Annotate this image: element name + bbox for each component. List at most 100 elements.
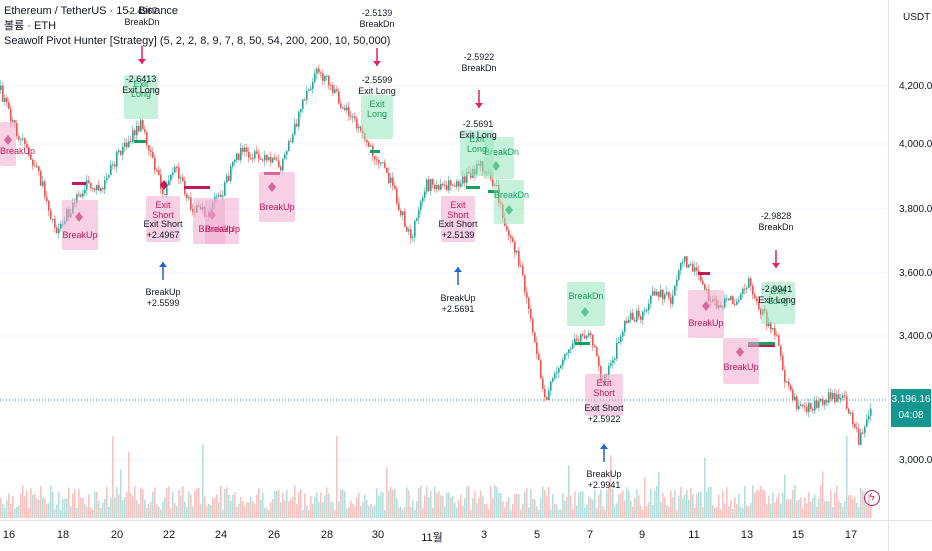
volume-bar bbox=[222, 509, 224, 518]
volume-bar bbox=[194, 491, 196, 518]
candle-body bbox=[290, 141, 292, 143]
pivot-level-line bbox=[575, 342, 590, 345]
price-tick: 3,600.00 bbox=[899, 268, 932, 279]
volume-bar bbox=[518, 494, 520, 518]
volume-bar bbox=[406, 487, 408, 518]
time-tick: 15 bbox=[791, 529, 805, 541]
strategy-legend[interactable]: Seawolf Pivot Hunter [Strategy] (5, 2, 2… bbox=[4, 35, 391, 47]
volume-bar bbox=[572, 509, 574, 518]
volume-bar bbox=[366, 499, 368, 518]
volume-bar bbox=[640, 505, 642, 518]
volume-bar bbox=[864, 500, 866, 518]
signal-label: BreakDn bbox=[494, 190, 530, 200]
signal-label: Exit Long bbox=[366, 99, 388, 119]
candle-body bbox=[84, 189, 86, 194]
volume-bar bbox=[30, 487, 32, 518]
candle-body bbox=[622, 331, 624, 337]
candle-body bbox=[406, 227, 408, 232]
candle-body bbox=[574, 338, 576, 344]
annotation-note: Exit Short +2.4967 bbox=[143, 219, 183, 240]
volume-bar bbox=[870, 506, 872, 518]
volume-bar bbox=[358, 492, 360, 518]
price-scale[interactable]: USDT 4,200.00 4,000.00 3,800.00 3,600.00… bbox=[888, 0, 932, 520]
volume-bar bbox=[254, 503, 256, 518]
candle-body bbox=[660, 289, 662, 297]
volume-bar bbox=[330, 501, 332, 518]
candle-body bbox=[310, 88, 312, 90]
volume-bar bbox=[858, 507, 860, 518]
volume-bar bbox=[544, 489, 546, 518]
candle-body bbox=[222, 195, 224, 197]
volume-legend[interactable]: 볼륨 · ETH bbox=[4, 20, 57, 32]
pivot-level-line bbox=[698, 272, 710, 275]
candle-body bbox=[450, 180, 452, 186]
candle-body bbox=[350, 115, 352, 117]
candle-body bbox=[860, 432, 862, 445]
volume-bar bbox=[612, 488, 614, 518]
candle-body bbox=[734, 304, 736, 306]
candle-body bbox=[658, 291, 660, 297]
volume-bar bbox=[488, 509, 490, 518]
candle-body bbox=[120, 150, 122, 155]
candle-body bbox=[232, 161, 234, 167]
volume-bar bbox=[332, 502, 334, 518]
volume-bar bbox=[634, 497, 636, 518]
candle-body bbox=[742, 288, 744, 295]
volume-bar bbox=[46, 504, 48, 518]
candle-body bbox=[796, 396, 798, 409]
time-scale[interactable]: 16 18 20 22 24 26 28 30 11월 3 5 7 9 11 1… bbox=[0, 520, 888, 551]
candle-body bbox=[512, 238, 514, 242]
volume-bar bbox=[110, 497, 112, 518]
volume-bar bbox=[436, 493, 438, 518]
volume-bar bbox=[576, 505, 578, 518]
volume-bar bbox=[768, 495, 770, 518]
volume-bar bbox=[522, 503, 524, 518]
candle-body bbox=[40, 171, 42, 186]
volume-bar bbox=[764, 490, 766, 518]
volume-bar bbox=[792, 489, 794, 518]
lightning-icon[interactable]: ϟ bbox=[864, 490, 880, 506]
volume-bar bbox=[190, 494, 192, 518]
volume-bar bbox=[730, 500, 732, 518]
volume-bar bbox=[380, 491, 382, 518]
candle-body bbox=[324, 75, 326, 81]
candle-body bbox=[236, 153, 238, 160]
volume-bar bbox=[662, 492, 664, 518]
pivot-level-line bbox=[72, 182, 86, 185]
candle-body bbox=[136, 125, 138, 136]
volume-bar bbox=[64, 498, 66, 518]
volume-bar bbox=[292, 497, 294, 518]
volume-bar bbox=[610, 455, 612, 518]
volume-bar bbox=[328, 493, 330, 518]
volume-bar bbox=[20, 493, 22, 518]
candle-body bbox=[648, 303, 650, 311]
signal-box: BreakUp bbox=[259, 172, 295, 222]
candle-body bbox=[148, 145, 150, 151]
candle-body bbox=[4, 97, 6, 102]
candle-body bbox=[550, 381, 552, 391]
chart-pane[interactable]: Ethereum / TetherUS · 15 · Binance 볼륨 · … bbox=[0, 0, 888, 520]
volume-bar bbox=[770, 503, 772, 518]
candle-body bbox=[300, 108, 302, 112]
candle-body bbox=[812, 408, 814, 411]
candle-body bbox=[146, 131, 148, 146]
volume-bar bbox=[628, 490, 630, 518]
scale-corner bbox=[888, 520, 932, 551]
symbol-title[interactable]: Ethereum / TetherUS · 15 · Binance bbox=[4, 5, 179, 17]
candlestick-chart[interactable] bbox=[0, 0, 888, 520]
candle-body bbox=[452, 185, 454, 187]
candle-body bbox=[828, 392, 830, 403]
volume-bar bbox=[868, 493, 870, 518]
volume-bar bbox=[838, 500, 840, 518]
volume-bar bbox=[450, 497, 452, 518]
candle-body bbox=[218, 194, 220, 197]
volume-bar bbox=[848, 495, 850, 518]
candle-body bbox=[56, 227, 58, 234]
currency-unit[interactable]: USDT bbox=[903, 12, 931, 23]
candle-body bbox=[820, 398, 822, 402]
volume-bar bbox=[76, 507, 78, 518]
volume-bar bbox=[618, 494, 620, 518]
candle-body bbox=[260, 158, 262, 160]
candle-body bbox=[220, 194, 222, 197]
volume-bar bbox=[326, 487, 328, 518]
